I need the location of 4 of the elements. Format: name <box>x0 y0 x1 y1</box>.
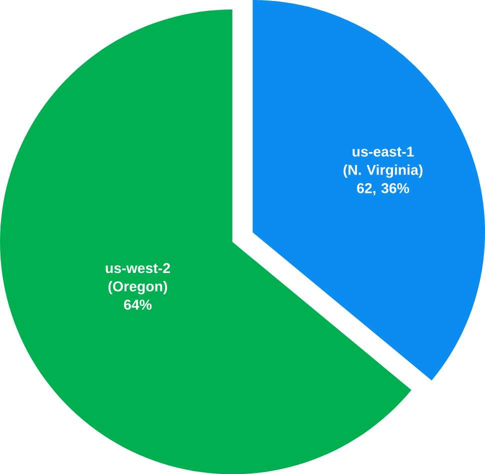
slice-label: us-west-2 (Oregon) <box>106 262 170 294</box>
slice-label: us-east-1 (N. Virginia) <box>344 146 422 178</box>
data-label: 62, 36% <box>357 183 410 196</box>
data-label: 64% <box>124 300 152 310</box>
